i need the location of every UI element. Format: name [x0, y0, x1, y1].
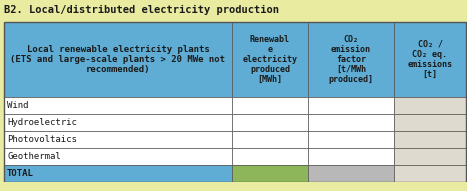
- Bar: [232, 148, 308, 165]
- Bar: [308, 97, 394, 114]
- Text: CO₂ /
CO₂ eq.
emissions
[t]: CO₂ / CO₂ eq. emissions [t]: [408, 40, 453, 79]
- Bar: [4, 97, 232, 114]
- Bar: [394, 148, 466, 165]
- Bar: [308, 165, 394, 182]
- Text: Geothermal: Geothermal: [7, 152, 61, 161]
- Bar: [394, 114, 466, 131]
- Text: TOTAL: TOTAL: [7, 169, 34, 178]
- Bar: [232, 114, 308, 131]
- Bar: [4, 22, 232, 97]
- Bar: [4, 148, 232, 165]
- Bar: [394, 165, 466, 182]
- Bar: [394, 131, 466, 148]
- Text: Photovoltaics: Photovoltaics: [7, 135, 77, 144]
- Bar: [308, 131, 394, 148]
- Bar: [308, 22, 394, 97]
- Bar: [232, 131, 308, 148]
- Text: CO₂
emission
factor
[t/MWh
produced]: CO₂ emission factor [t/MWh produced]: [328, 35, 374, 84]
- Text: Hydroelectric: Hydroelectric: [7, 118, 77, 127]
- Text: Wind: Wind: [7, 101, 28, 110]
- Bar: [4, 22, 466, 182]
- Bar: [394, 97, 466, 114]
- Bar: [308, 148, 394, 165]
- Text: Local renewable electricity plants
(ETS and large-scale plants > 20 MWe not
reco: Local renewable electricity plants (ETS …: [10, 45, 226, 74]
- Text: Renewabl
e
electricity
produced
[MWh]: Renewabl e electricity produced [MWh]: [242, 35, 297, 84]
- Bar: [0, 0, 467, 20]
- Text: B2. Local/distributed electricity production: B2. Local/distributed electricity produc…: [4, 5, 279, 15]
- Bar: [0, 20, 4, 22]
- Bar: [232, 165, 308, 182]
- Bar: [4, 114, 232, 131]
- Bar: [4, 165, 232, 182]
- Bar: [232, 97, 308, 114]
- Bar: [232, 22, 308, 97]
- Bar: [0, 182, 467, 191]
- Bar: [4, 131, 232, 148]
- Bar: [308, 114, 394, 131]
- Bar: [394, 22, 466, 97]
